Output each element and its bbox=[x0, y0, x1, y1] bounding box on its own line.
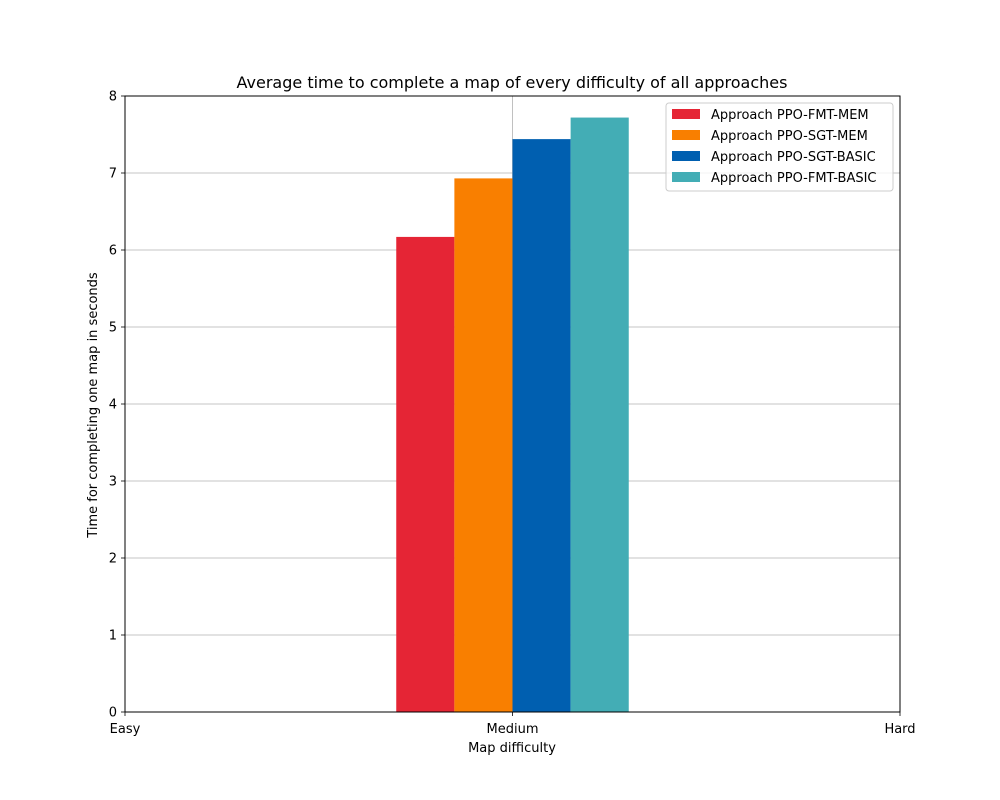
legend-swatch bbox=[672, 109, 700, 119]
legend-swatch bbox=[672, 151, 700, 161]
legend-swatch bbox=[672, 172, 700, 182]
y-tick-label: 0 bbox=[109, 706, 117, 721]
x-axis-label: Map difficulty bbox=[468, 741, 556, 756]
y-tick-label: 5 bbox=[109, 321, 117, 336]
y-axis-label: Time for completing one map in seconds bbox=[86, 272, 101, 539]
x-tick-label: Hard bbox=[884, 722, 915, 737]
bar-approach-ppo-sgt-basic bbox=[512, 139, 571, 712]
legend: Approach PPO-FMT-MEM Approach PPO-SGT-MEM… bbox=[665, 102, 894, 192]
axis-ticks: 0 1 2 3 4 5 6 7 8 Easy Medium Hard bbox=[109, 90, 916, 738]
bars bbox=[396, 117, 629, 712]
y-tick-label: 3 bbox=[109, 475, 117, 490]
legend-frame bbox=[665, 102, 894, 192]
y-tick-label: 1 bbox=[109, 629, 117, 644]
bar-approach-ppo-fmt-basic bbox=[570, 117, 629, 712]
y-tick-label: 7 bbox=[109, 167, 117, 182]
y-tick-label: 6 bbox=[109, 244, 117, 259]
chart-title: Average time to complete a map of every … bbox=[237, 73, 788, 92]
x-tick-label: Medium bbox=[487, 722, 539, 737]
bar-approach-ppo-fmt-mem bbox=[396, 236, 455, 712]
legend-label: Approach PPO-SGT-BASIC bbox=[711, 150, 876, 165]
legend-label: Approach PPO-FMT-MEM bbox=[711, 108, 869, 123]
y-tick-label: 2 bbox=[109, 552, 117, 567]
bar-approach-ppo-sgt-mem bbox=[454, 178, 513, 712]
y-tick-label: 4 bbox=[109, 398, 117, 413]
x-tick-label: Easy bbox=[110, 722, 141, 737]
legend-label: Approach PPO-FMT-BASIC bbox=[711, 171, 877, 186]
legend-label: Approach PPO-SGT-MEM bbox=[711, 129, 868, 144]
y-tick-label: 8 bbox=[109, 90, 117, 105]
legend-swatch bbox=[672, 130, 700, 140]
